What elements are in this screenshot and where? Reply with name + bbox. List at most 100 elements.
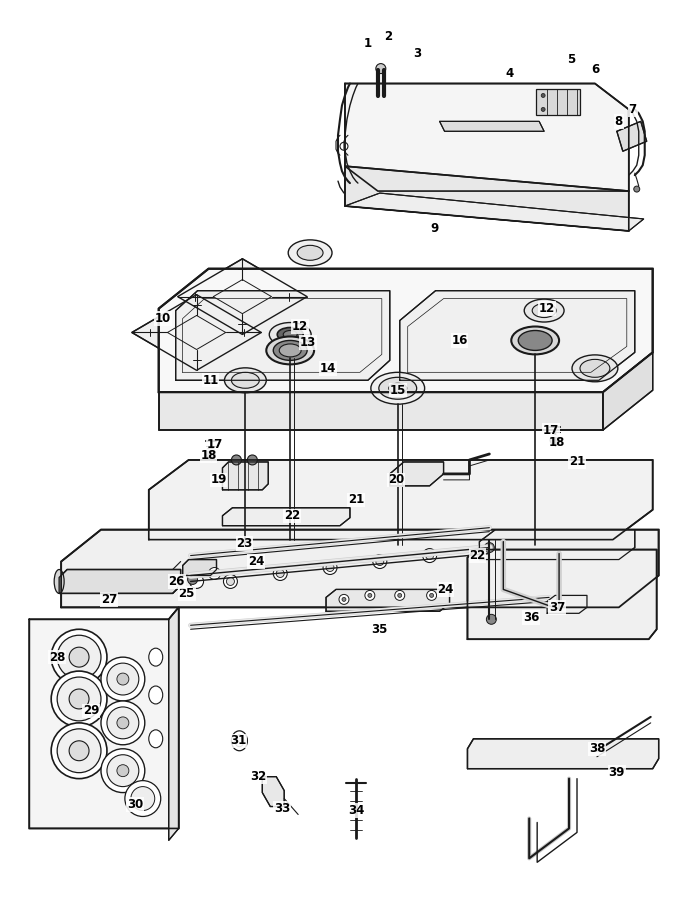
Circle shape: [326, 563, 334, 572]
Ellipse shape: [518, 330, 552, 350]
Text: 17: 17: [206, 437, 222, 451]
Circle shape: [523, 611, 539, 627]
Polygon shape: [326, 590, 450, 611]
Ellipse shape: [270, 322, 311, 346]
Text: 17: 17: [543, 424, 559, 436]
Polygon shape: [178, 259, 307, 335]
Circle shape: [125, 780, 160, 816]
Ellipse shape: [231, 373, 259, 388]
Circle shape: [323, 561, 337, 574]
Circle shape: [541, 107, 545, 112]
Text: 28: 28: [49, 651, 65, 663]
Circle shape: [398, 593, 402, 598]
Circle shape: [224, 574, 237, 589]
Polygon shape: [603, 353, 652, 430]
Text: 8: 8: [615, 115, 623, 128]
Circle shape: [107, 755, 139, 787]
Circle shape: [69, 647, 89, 667]
Text: 16: 16: [452, 334, 468, 347]
Polygon shape: [59, 570, 181, 593]
Circle shape: [51, 671, 107, 727]
Circle shape: [634, 186, 640, 192]
Circle shape: [51, 723, 107, 778]
Text: 7: 7: [629, 103, 637, 116]
Polygon shape: [345, 194, 644, 231]
Text: 2: 2: [384, 31, 392, 43]
Circle shape: [339, 594, 349, 605]
Polygon shape: [61, 530, 658, 608]
Ellipse shape: [532, 303, 556, 318]
Polygon shape: [400, 291, 635, 381]
Circle shape: [365, 590, 375, 600]
Text: 32: 32: [250, 770, 266, 783]
Polygon shape: [183, 560, 216, 575]
Text: 4: 4: [505, 68, 514, 80]
Text: 36: 36: [523, 611, 539, 624]
Ellipse shape: [224, 368, 266, 392]
Text: 24: 24: [248, 555, 264, 568]
Polygon shape: [390, 462, 443, 486]
Ellipse shape: [297, 246, 323, 260]
Ellipse shape: [149, 648, 162, 666]
Text: 5: 5: [567, 53, 575, 66]
Polygon shape: [617, 122, 647, 151]
Text: 38: 38: [588, 742, 605, 755]
Circle shape: [117, 673, 129, 685]
Text: 3: 3: [414, 47, 422, 60]
Text: 13: 13: [300, 336, 316, 349]
Polygon shape: [222, 462, 268, 490]
Polygon shape: [439, 122, 544, 131]
Text: 37: 37: [549, 601, 565, 614]
Circle shape: [340, 142, 348, 150]
Circle shape: [395, 590, 404, 600]
Text: 22: 22: [469, 549, 485, 562]
Text: 22: 22: [284, 509, 301, 522]
Polygon shape: [479, 530, 635, 560]
FancyBboxPatch shape: [537, 89, 580, 115]
Circle shape: [117, 717, 129, 729]
Circle shape: [57, 677, 101, 721]
Circle shape: [342, 598, 346, 601]
Text: 33: 33: [274, 802, 290, 815]
Polygon shape: [262, 777, 284, 806]
Polygon shape: [176, 291, 390, 381]
Ellipse shape: [580, 359, 610, 377]
Circle shape: [276, 570, 284, 578]
Circle shape: [187, 574, 197, 584]
Text: 30: 30: [127, 798, 143, 811]
Text: 27: 27: [101, 593, 117, 606]
Text: 1: 1: [364, 37, 372, 50]
Text: 26: 26: [168, 575, 185, 588]
Circle shape: [69, 741, 89, 760]
Text: 9: 9: [431, 222, 439, 236]
Circle shape: [426, 552, 433, 560]
Text: 12: 12: [539, 302, 555, 315]
Text: 14: 14: [320, 362, 336, 374]
Circle shape: [101, 701, 145, 745]
Circle shape: [368, 593, 372, 598]
Ellipse shape: [149, 686, 162, 704]
Text: 24: 24: [437, 583, 454, 596]
Ellipse shape: [524, 299, 564, 322]
Text: 29: 29: [83, 705, 99, 717]
Ellipse shape: [266, 337, 314, 365]
Circle shape: [131, 787, 155, 811]
Circle shape: [57, 635, 101, 680]
Ellipse shape: [54, 570, 64, 593]
Ellipse shape: [371, 373, 425, 404]
Circle shape: [101, 749, 145, 793]
Ellipse shape: [235, 734, 244, 747]
Text: 31: 31: [231, 734, 247, 747]
Circle shape: [273, 566, 287, 580]
Polygon shape: [29, 608, 179, 828]
Ellipse shape: [512, 327, 559, 355]
Circle shape: [541, 94, 545, 97]
Circle shape: [226, 578, 235, 585]
Circle shape: [427, 590, 437, 600]
Ellipse shape: [273, 340, 307, 360]
Polygon shape: [159, 269, 652, 392]
Circle shape: [231, 455, 241, 465]
Polygon shape: [222, 508, 350, 526]
Circle shape: [376, 64, 386, 74]
Circle shape: [423, 549, 437, 562]
